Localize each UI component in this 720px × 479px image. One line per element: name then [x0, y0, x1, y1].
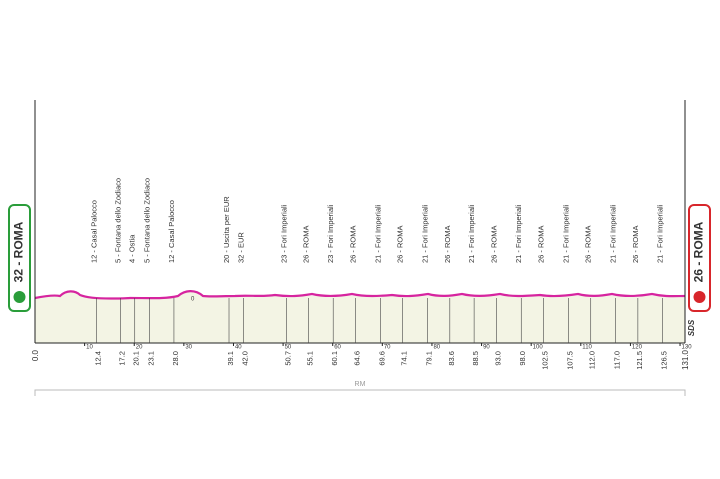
- waypoint-name: 26 - ROMA: [443, 225, 452, 263]
- start-box: [8, 204, 31, 312]
- waypoint-name: 26 - ROMA: [349, 225, 358, 263]
- region-label: RM: [355, 381, 366, 388]
- x-tick-label: 130: [682, 345, 693, 351]
- waypoint-name: 21 - Fori Imperiali: [656, 204, 665, 263]
- waypoint-km: 117.0: [613, 351, 622, 369]
- annotation: 0: [191, 297, 195, 303]
- finish-box: [688, 204, 711, 312]
- waypoint-name: 5 - Fontana dello Zodiaco: [143, 178, 152, 263]
- finish-label: 26 - ROMA: [692, 221, 706, 282]
- x-tick-label: 70: [384, 345, 391, 351]
- region-bracket: [34, 389, 686, 396]
- waypoint-km: 50.7: [284, 351, 293, 366]
- waypoint-km: 39.1: [226, 351, 235, 366]
- waypoint-name: 12 - Casal Palocco: [167, 200, 176, 263]
- waypoint-name: 26 - ROMA: [489, 225, 498, 263]
- waypoint-km: 121.5: [635, 351, 644, 370]
- x-tick-label: 60: [334, 345, 341, 351]
- waypoint-km: 69.6: [377, 351, 386, 366]
- finish-icon: [693, 291, 706, 303]
- x-tick-label: 110: [582, 345, 592, 351]
- waypoint-name: 26 - ROMA: [396, 225, 405, 263]
- waypoint-name: 23 - Fori Imperiali: [326, 204, 335, 263]
- waypoint-km: 93.0: [493, 351, 502, 366]
- waypoint-km: 107.5: [565, 351, 574, 370]
- x-tick-label: 10: [86, 345, 93, 351]
- x-tick-label: 20: [136, 345, 143, 351]
- waypoint-name: 20 - Uscita per EUR: [222, 196, 231, 263]
- x-tick-label: 30: [185, 345, 192, 351]
- waypoint-name: 21 - Fori Imperiali: [514, 204, 523, 263]
- waypoint-km: 64.6: [353, 351, 362, 366]
- x-tick-label: 90: [483, 345, 490, 351]
- start-icon: [13, 291, 26, 303]
- waypoint-km: 83.6: [447, 351, 456, 366]
- waypoint-km: 17.2: [117, 351, 126, 366]
- waypoint-km: 79.1: [424, 351, 433, 366]
- waypoint-name: 26 - ROMA: [537, 225, 546, 263]
- waypoint-km: 42.0: [240, 351, 249, 366]
- waypoint-name: 21 - Fori Imperiali: [561, 204, 570, 263]
- x-tick-label: 120: [632, 345, 643, 351]
- waypoint-name: 21 - Fori Imperiali: [609, 204, 618, 263]
- start-label: 32 - ROMA: [12, 221, 26, 282]
- waypoint-name: 5 - Fontana dello Zodiaco: [113, 178, 122, 263]
- waypoint-name: 32 - EUR: [236, 232, 245, 263]
- waypoint-km: 98.0: [518, 351, 527, 366]
- finish-km: 131.0: [681, 349, 690, 370]
- start-km: 0.0: [31, 349, 40, 361]
- waypoint-name: 26 - ROMA: [301, 225, 310, 263]
- waypoint-name: 21 - Fori Imperiali: [467, 204, 476, 263]
- brand: SDS: [687, 319, 696, 336]
- waypoint-km: 23.1: [147, 351, 156, 366]
- waypoint-km: 126.5: [660, 351, 669, 370]
- profile-line: [34, 290, 686, 300]
- waypoint-name: 26 - ROMA: [584, 225, 593, 263]
- waypoint-km: 55.1: [305, 351, 314, 366]
- waypoint-name: 26 - ROMA: [631, 225, 640, 263]
- waypoint-name: 21 - Fori Imperiali: [420, 204, 429, 263]
- waypoint-name: 12 - Casal Palocco: [90, 200, 99, 263]
- waypoint-name: 4 - Ostia: [128, 234, 137, 263]
- x-tick-label: 50: [285, 345, 292, 351]
- waypoint-km: 102.5: [541, 351, 550, 370]
- x-tick-label: 100: [533, 345, 544, 351]
- waypoint-km: 74.1: [400, 351, 409, 366]
- waypoint-km: 60.1: [330, 351, 339, 366]
- profile-area: [35, 291, 685, 343]
- waypoint-km: 12.4: [94, 351, 103, 366]
- waypoint-km: 112.0: [588, 351, 597, 369]
- waypoint-name: 21 - Fori Imperiali: [373, 204, 382, 263]
- waypoint-km: 28.0: [171, 351, 180, 366]
- waypoint-name: 23 - Fori Imperiali: [280, 204, 289, 263]
- waypoint-km: 88.5: [471, 351, 480, 366]
- x-tick-label: 40: [235, 345, 242, 351]
- x-tick-label: 80: [433, 345, 440, 351]
- waypoint-km: 20.1: [132, 351, 141, 366]
